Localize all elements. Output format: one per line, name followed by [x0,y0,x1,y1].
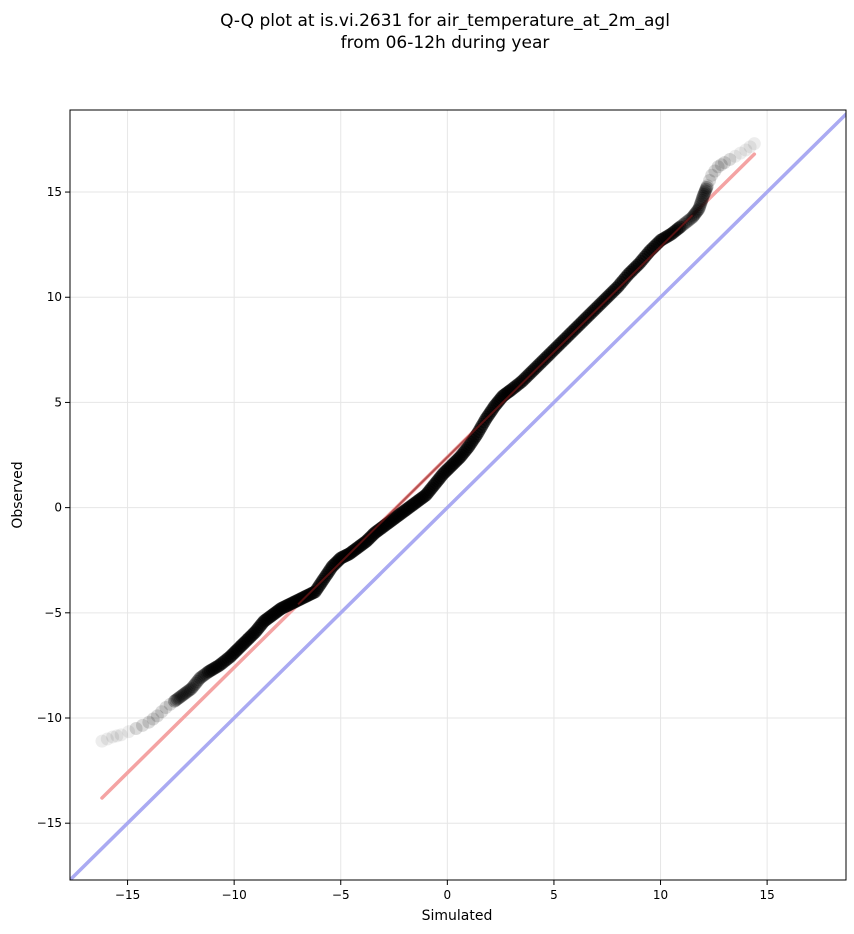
data-point [694,196,708,210]
data-point [690,205,704,219]
plot-frame [69,109,847,881]
data-point [172,691,186,705]
y-tick-label: −10 [37,711,62,725]
data-point [728,149,742,163]
data-point [169,693,183,707]
data-point [173,690,187,704]
data-point [175,689,189,703]
data-point [146,712,160,726]
data-point [159,700,173,714]
x-axis-label: Simulated [422,908,493,924]
data-point [95,734,109,748]
data-point [743,140,757,154]
data-point [691,203,705,217]
x-tick-label: −10 [221,888,246,902]
data-point [179,686,193,700]
data-point [185,682,199,696]
identity-line [70,112,846,880]
x-tick-label: 5 [550,888,558,902]
data-point [695,191,709,205]
data-point [163,697,177,711]
chart-subtitle: from 06-12h during year [341,33,550,53]
data-point [183,683,197,697]
fit-line-overlay [297,214,694,606]
data-point [182,684,196,698]
data-point [190,675,204,689]
y-tick-label: 5 [54,395,62,409]
data-point [714,158,728,172]
data-point [699,182,713,196]
y-tick-label: 0 [54,501,62,515]
y-axis-label: Observed [10,461,26,528]
data-point [189,676,203,690]
data-point [698,186,712,200]
scatter-points [95,137,761,748]
data-point [708,164,722,178]
data-point [142,715,156,729]
x-tick-label: 0 [444,888,452,902]
data-point [739,143,753,157]
data-point [688,207,702,221]
data-point [114,728,128,742]
data-point [170,692,184,706]
data-point [698,184,712,198]
data-point [686,210,700,224]
data-point [711,160,725,174]
data-point [703,173,717,187]
data-point [696,189,710,203]
data-point [684,212,698,226]
data-point [695,193,709,207]
data-point [167,694,181,708]
data-point [747,137,761,151]
data-point [135,718,149,732]
x-tick-label: 10 [653,888,668,902]
axis-ticks: −15 −10 −5 0 5 10 15 −15 −10 −5 0 5 10 15 [37,185,775,902]
x-tick-label: −15 [115,888,140,902]
data-point [687,209,701,223]
data-point [700,180,714,194]
data-point [187,678,201,692]
y-tick-label: −5 [44,606,62,620]
data-point [723,152,737,166]
y-tick-label: 15 [47,185,62,199]
data-point [693,200,707,214]
data-point [129,722,143,736]
x-tick-label: −5 [332,888,350,902]
data-point [180,685,194,699]
data-point [733,146,747,160]
data-point [122,725,136,739]
y-tick-label: 10 [47,290,62,304]
data-point [692,202,706,216]
data-point [693,198,707,212]
chart-title: Q-Q plot at is.vi.2631 for air_temperatu… [220,11,670,31]
data-point [705,168,719,182]
data-point [186,680,200,694]
data-point [110,729,124,743]
data-point [700,179,714,193]
data-point [106,730,120,744]
data-point [177,687,191,701]
data-point [697,188,711,202]
data-point [100,732,114,746]
data-point [176,688,190,702]
reference-lines [70,112,846,880]
data-point [150,709,164,723]
data-point [192,673,206,687]
data-point [717,156,731,170]
x-tick-label: 15 [759,888,774,902]
data-point [155,705,169,719]
y-tick-label: −15 [37,816,62,830]
